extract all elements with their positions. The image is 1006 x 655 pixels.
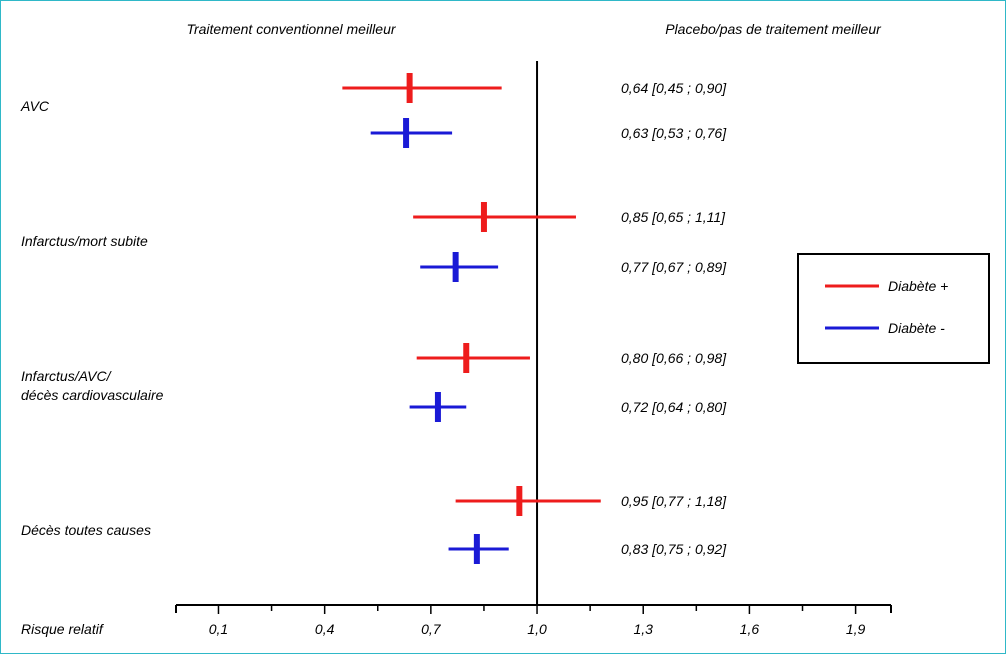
x-tick-label: 1,6 [740, 621, 760, 637]
legend-box [797, 253, 990, 364]
x-tick-label: 0,7 [421, 621, 442, 637]
estimate-value-label: 0,95 [0,77 ; 1,18] [621, 493, 727, 509]
x-tick-label: 1,9 [846, 621, 866, 637]
estimate-marks [342, 73, 601, 564]
header-right: Placebo/pas de traitement meilleur [665, 21, 882, 37]
group-label: décès cardiovasculaire [21, 387, 164, 403]
estimate-value-label: 0,80 [0,66 ; 0,98] [621, 350, 727, 366]
estimate-value-label: 0,85 [0,65 ; 1,11] [621, 209, 726, 225]
group-label: Décès toutes causes [21, 522, 151, 538]
header-left: Traitement conventionnel meilleur [186, 21, 396, 37]
legend-label-diabete-minus: Diabète - [888, 320, 945, 336]
estimate-value-label: 0,64 [0,45 ; 0,90] [621, 80, 727, 96]
group-label: Infarctus/AVC/ [21, 368, 113, 384]
x-axis: 0,1 0,4 0,7 1,0 1,3 1,6 1,9 [175, 604, 892, 637]
estimate-labels: 0,64 [0,45 ; 0,90] 0,63 [0,53 ; 0,76] 0,85… [621, 80, 727, 557]
estimate-value-label: 0,83 [0,75 ; 0,92] [621, 541, 727, 557]
x-tick-label: 0,4 [315, 621, 335, 637]
x-tick-label: 1,3 [633, 621, 653, 637]
group-label: AVC [20, 98, 50, 114]
x-tick-label: 0,1 [209, 621, 228, 637]
group-labels: AVC Infarctus/mort subite Infarctus/AVC/dé… [20, 98, 164, 538]
x-axis-label: Risque relatif [21, 621, 105, 637]
legend-label-diabete-plus: Diabète + [888, 278, 948, 294]
group-label: Infarctus/mort subite [21, 233, 148, 249]
x-tick-label: 1,0 [527, 621, 547, 637]
estimate-value-label: 0,72 [0,64 ; 0,80] [621, 399, 727, 415]
estimate-value-label: 0,77 [0,67 ; 0,89] [621, 259, 727, 275]
estimate-value-label: 0,63 [0,53 ; 0,76] [621, 125, 727, 141]
legend: Diabète + Diabète - [797, 253, 990, 364]
